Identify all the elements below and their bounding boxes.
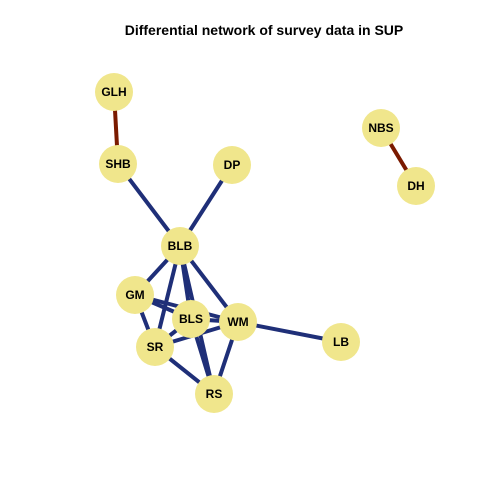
- node-circle: [116, 276, 154, 314]
- node-circle: [172, 300, 210, 338]
- node-label: RS: [206, 387, 223, 401]
- node-label: SHB: [105, 157, 131, 171]
- node-label: NBS: [368, 121, 393, 135]
- node-layer: GLH SHB DP NBS DH BLB GM BLS WM LB SR RS: [95, 73, 435, 413]
- node-circle: [219, 303, 257, 341]
- node-circle: [161, 227, 199, 265]
- node-circle: [95, 73, 133, 111]
- node-circle: [213, 146, 251, 184]
- node-wm: WM: [219, 303, 257, 341]
- node-blb: BLB: [161, 227, 199, 265]
- node-label: DP: [224, 158, 241, 172]
- node-shb: SHB: [99, 145, 137, 183]
- node-bls: BLS: [172, 300, 210, 338]
- node-lb: LB: [322, 323, 360, 361]
- node-label: BLS: [179, 312, 203, 326]
- node-label: GLH: [101, 85, 126, 99]
- node-label: GM: [125, 288, 144, 302]
- node-gm: GM: [116, 276, 154, 314]
- node-nbs: NBS: [362, 109, 400, 147]
- node-circle: [195, 375, 233, 413]
- node-label: SR: [147, 340, 164, 354]
- node-sr: SR: [136, 328, 174, 366]
- node-circle: [397, 167, 435, 205]
- node-dh: DH: [397, 167, 435, 205]
- node-label: LB: [333, 335, 349, 349]
- node-circle: [322, 323, 360, 361]
- node-label: DH: [407, 179, 424, 193]
- node-glh: GLH: [95, 73, 133, 111]
- node-circle: [99, 145, 137, 183]
- node-dp: DP: [213, 146, 251, 184]
- node-label: WM: [227, 315, 248, 329]
- node-circle: [136, 328, 174, 366]
- node-circle: [362, 109, 400, 147]
- diagram-title: Differential network of survey data in S…: [125, 22, 404, 38]
- node-rs: RS: [195, 375, 233, 413]
- node-label: BLB: [168, 239, 193, 253]
